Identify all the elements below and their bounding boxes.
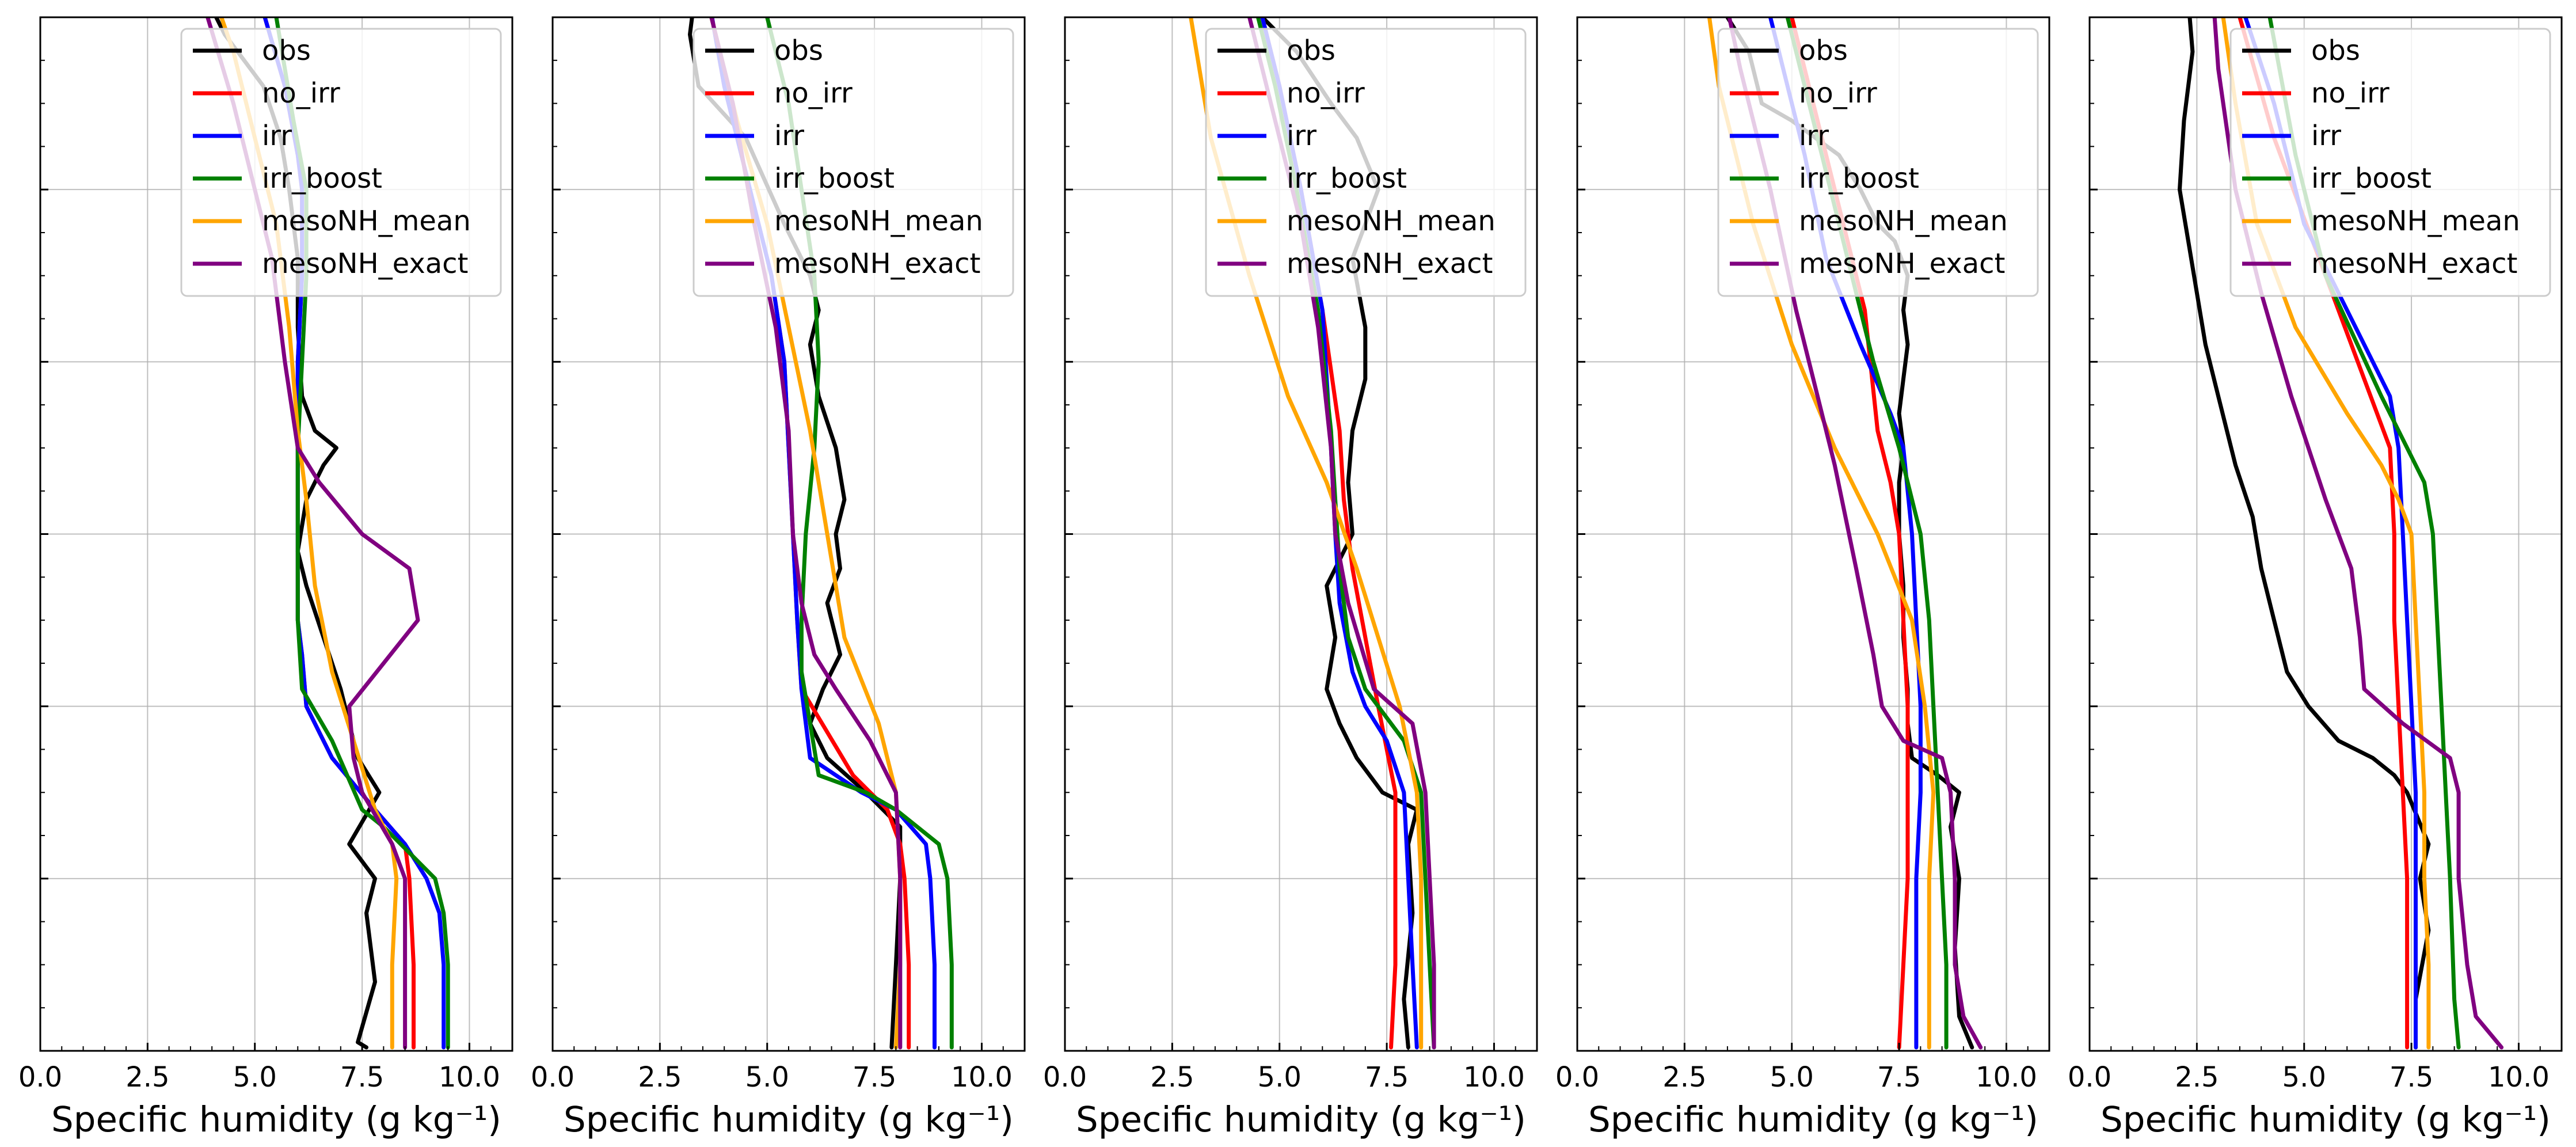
x-tick-label: 5.0	[2282, 1061, 2326, 1093]
x-tick-label: 2.5	[125, 1061, 169, 1093]
x-tick-label: 5.0	[1770, 1061, 1814, 1093]
legend-label-mesoNH_mean: mesoNH_mean	[1799, 205, 2008, 237]
legend-label-mesoNH_mean: mesoNH_mean	[2311, 205, 2520, 237]
legend-label-irr_boost: irr_boost	[1287, 162, 1407, 195]
x-axis-label: Specific humidity (g kg⁻¹)	[1076, 1099, 1526, 1140]
series-line-irr_boost	[274, 17, 450, 1050]
legend-label-irr: irr	[262, 120, 292, 152]
x-tick-label: 5.0	[1258, 1061, 1302, 1093]
legend-label-irr: irr	[2311, 120, 2341, 152]
x-tick-label: 0.0	[2068, 1061, 2111, 1093]
legend-label-irr_boost: irr_boost	[262, 162, 382, 195]
legend-label-irr: irr	[1287, 120, 1316, 152]
series-line-mesoNH_exact	[1247, 17, 1436, 1050]
legend-label-no_irr: no_irr	[2311, 77, 2389, 109]
legend-box	[1717, 28, 2039, 297]
legend-label-irr_boost: irr_boost	[774, 162, 895, 195]
legend-box	[1205, 28, 1527, 297]
x-tick-label: 7.5	[2389, 1061, 2433, 1093]
legend-label-irr: irr	[1799, 120, 1829, 152]
legend-box	[180, 28, 502, 297]
legend-label-obs: obs	[2311, 35, 2360, 67]
series-line-obs	[1725, 17, 1974, 1050]
legend-label-mesoNH_exact: mesoNH_exact	[262, 248, 468, 280]
x-axis-label: Specific humidity (g kg⁻¹)	[564, 1099, 1014, 1140]
series-group	[1707, 17, 1983, 1050]
x-tick-label: 0.0	[1555, 1061, 1599, 1093]
legend-label-irr_boost: irr_boost	[2311, 162, 2432, 195]
series-line-irr	[2243, 17, 2418, 1050]
x-tick-label: 7.5	[853, 1061, 896, 1093]
x-tick-label: 0.0	[531, 1061, 574, 1093]
x-axis-label: Specific humidity (g kg⁻¹)	[51, 1099, 501, 1140]
x-tick-label: 2.5	[1150, 1061, 1194, 1093]
x-tick-label: 7.5	[340, 1061, 384, 1093]
series-line-mesoNH_mean	[1189, 17, 1424, 1050]
series-line-irr_boost	[2267, 17, 2461, 1050]
x-tick-label: 2.5	[2175, 1061, 2219, 1093]
x-axis-label: Specific humidity (g kg⁻¹)	[1588, 1099, 2038, 1140]
series-line-irr	[1768, 17, 1923, 1050]
legend-label-mesoNH_mean: mesoNH_mean	[1287, 205, 1496, 237]
x-tick-label: 0.0	[1043, 1061, 1087, 1093]
series-line-no_irr	[1790, 17, 1910, 1050]
panel-5: 0.0 2.5 5.0 7.5 10.0 Specific humidity (g kg⁻…	[2068, 16, 2563, 1140]
legend-label-mesoNH_exact: mesoNH_exact	[1799, 248, 2005, 280]
legend-label-mesoNH_exact: mesoNH_exact	[1287, 248, 1493, 280]
series-line-mesoNH_mean	[1707, 17, 1936, 1050]
x-tick-label: 0.0	[18, 1061, 62, 1093]
series-line-irr_boost	[1785, 17, 1949, 1050]
x-tick-label: 10.0	[1463, 1061, 1525, 1093]
series-group	[206, 17, 450, 1050]
panel-2: 0.0 2.5 5.0 7.5 10.0 Specific humidity (g kg⁻…	[531, 16, 1026, 1140]
legend-label-irr_boost: irr_boost	[1799, 162, 1919, 195]
legend-label-mesoNH_exact: mesoNH_exact	[2311, 248, 2517, 280]
legend-label-mesoNH_mean: mesoNH_mean	[774, 205, 983, 237]
x-tick-label: 7.5	[1365, 1061, 1409, 1093]
series-line-mesoNH_exact	[1727, 17, 1983, 1050]
legend-label-obs: obs	[1799, 35, 1848, 67]
panel-3: 0.0 2.5 5.0 7.5 10.0 Specific humidity (g kg⁻…	[1043, 16, 1538, 1140]
series-line-mesoNH_exact	[206, 17, 420, 1050]
legend-label-mesoNH_mean: mesoNH_mean	[262, 205, 471, 237]
legend-label-no_irr: no_irr	[1287, 77, 1365, 109]
x-tick-label: 2.5	[638, 1061, 682, 1093]
series-line-obs	[2178, 17, 2431, 1050]
legend-label-no_irr: no_irr	[1799, 77, 1877, 109]
legend-label-no_irr: no_irr	[262, 77, 340, 109]
series-line-no_irr	[1260, 17, 1398, 1050]
legend-box	[2229, 28, 2551, 297]
series-line-mesoNH_exact	[709, 17, 903, 1050]
legend-label-obs: obs	[262, 35, 311, 67]
x-tick-label: 5.0	[233, 1061, 277, 1093]
legend-label-mesoNH_exact: mesoNH_exact	[774, 248, 980, 280]
legend-box	[692, 28, 1014, 297]
series-line-mesoNH_exact	[2212, 17, 2504, 1050]
x-tick-label: 5.0	[745, 1061, 789, 1093]
x-axis-label: Specific humidity (g kg⁻¹)	[2101, 1099, 2551, 1140]
series-group	[1189, 17, 1436, 1050]
x-tick-label: 10.0	[2488, 1061, 2550, 1093]
panel-4: 0.0 2.5 5.0 7.5 10.0 Specific humidity (g kg⁻…	[1555, 16, 2050, 1140]
legend-label-irr: irr	[774, 120, 804, 152]
series-line-mesoNH_mean	[2221, 17, 2431, 1050]
series-line-obs	[688, 17, 903, 1050]
legend-label-obs: obs	[774, 35, 823, 67]
series-line-irr_boost	[765, 17, 954, 1050]
x-tick-label: 10.0	[951, 1061, 1013, 1093]
x-tick-label: 10.0	[439, 1061, 500, 1093]
panel-1: 0.0 2.5 5.0 7.5 10.0 Specific humidity (g kg⁻…	[18, 16, 513, 1140]
legend-label-obs: obs	[1287, 35, 1335, 67]
legend-label-no_irr: no_irr	[774, 77, 853, 109]
x-tick-label: 7.5	[1877, 1061, 1921, 1093]
series-group	[688, 17, 954, 1050]
x-tick-label: 10.0	[1976, 1061, 2037, 1093]
x-tick-label: 2.5	[1662, 1061, 1706, 1093]
